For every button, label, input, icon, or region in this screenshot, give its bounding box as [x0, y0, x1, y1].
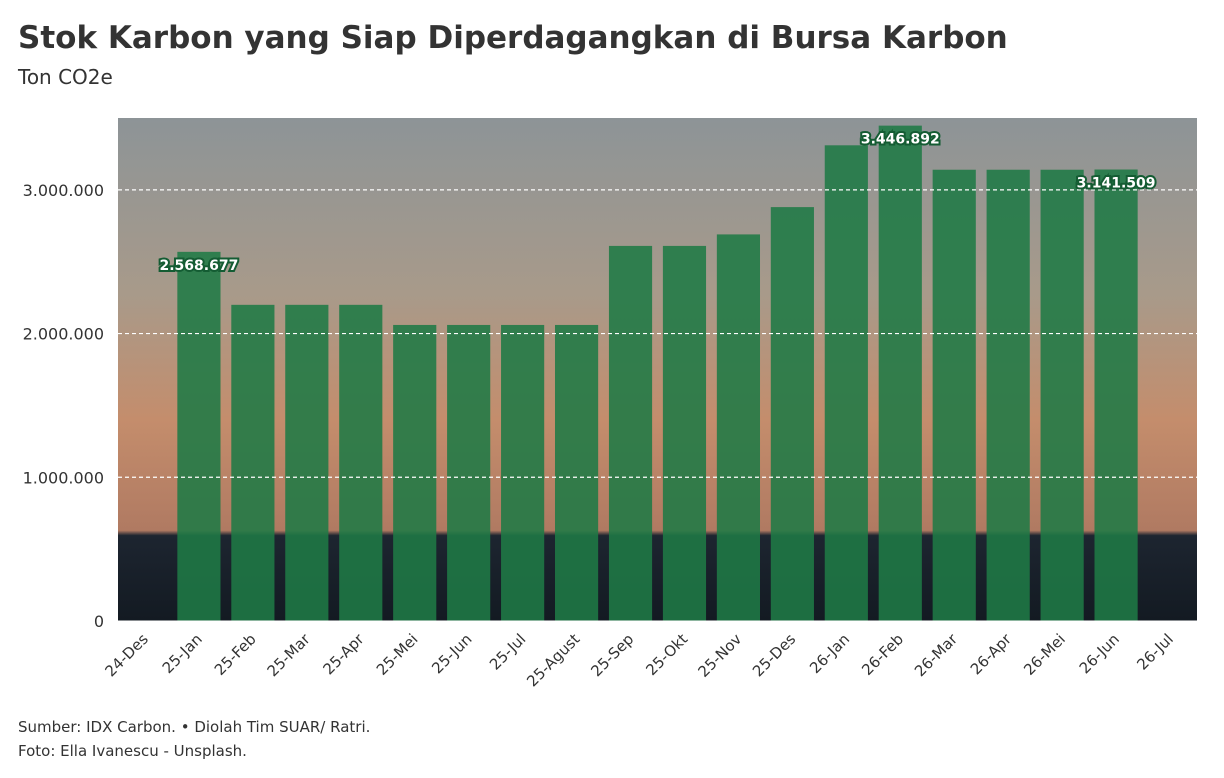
value-label: 2.568.677: [160, 258, 239, 274]
x-tick-label: 26-Mar: [911, 630, 962, 681]
bar: [932, 169, 976, 622]
bar: [608, 245, 653, 622]
bar: [824, 145, 868, 621]
x-tick-label: 25-Jun: [428, 630, 475, 677]
bar: [231, 304, 275, 621]
bar: [662, 245, 707, 622]
y-tick-label: 0: [94, 612, 104, 631]
x-tick-label: 26-Jan: [806, 630, 853, 677]
bar: [770, 207, 814, 622]
bar: [285, 304, 329, 621]
value-label: 3.446.892: [861, 132, 940, 148]
x-tick-label: 25-Apr: [319, 630, 368, 679]
x-tick-label: 26-Mei: [1020, 630, 1069, 679]
bar: [554, 324, 599, 621]
x-tick-label: 25-Sep: [587, 630, 637, 680]
x-tick-label: 25-Agust: [523, 630, 583, 690]
x-tick-label: 25-Jul: [486, 630, 529, 673]
y-tick-label: 2.000.000: [23, 325, 104, 344]
source: Sumber: IDX Carbon. • Diolah Tim SUAR/ R…: [18, 718, 370, 736]
bar: [339, 304, 383, 621]
y-tick-label: 3.000.000: [23, 181, 104, 200]
bar: [1094, 169, 1138, 622]
background-photo: [118, 118, 1197, 621]
bar: [501, 324, 545, 621]
x-tick-label: 25-Feb: [211, 630, 260, 679]
x-tick-label: 25-Mei: [373, 630, 422, 679]
chart-subtitle: Ton CO2e: [17, 65, 113, 89]
bar: [393, 324, 437, 621]
value-label: 3.141.509: [1077, 176, 1156, 192]
bar: [716, 234, 761, 621]
x-tick-label: 26-Jun: [1076, 630, 1123, 677]
x-tick-label: 25-Okt: [642, 630, 691, 679]
photo-credit: Foto: Ella Ivanescu - Unsplash.: [18, 742, 247, 760]
x-tick-label: 25-Nov: [694, 630, 745, 681]
bar: [878, 125, 922, 621]
x-tick-label: 24-Des: [102, 630, 152, 680]
chart-title: Stok Karbon yang Siap Diperdagangkan di …: [18, 20, 1008, 56]
x-tick-label: 25-Jan: [159, 630, 206, 677]
bar: [986, 169, 1030, 622]
x-tick-label: 26-Apr: [967, 630, 1016, 679]
x-tick-label: 25-Mar: [264, 630, 315, 681]
bar: [1040, 169, 1084, 622]
x-tick-label: 26-Feb: [858, 630, 907, 679]
y-tick-label: 1.000.000: [23, 468, 104, 487]
bar: [177, 251, 221, 621]
x-tick-label: 26-Jul: [1133, 630, 1176, 673]
bar: [447, 324, 491, 621]
x-tick-label: 25-Des: [749, 630, 799, 680]
